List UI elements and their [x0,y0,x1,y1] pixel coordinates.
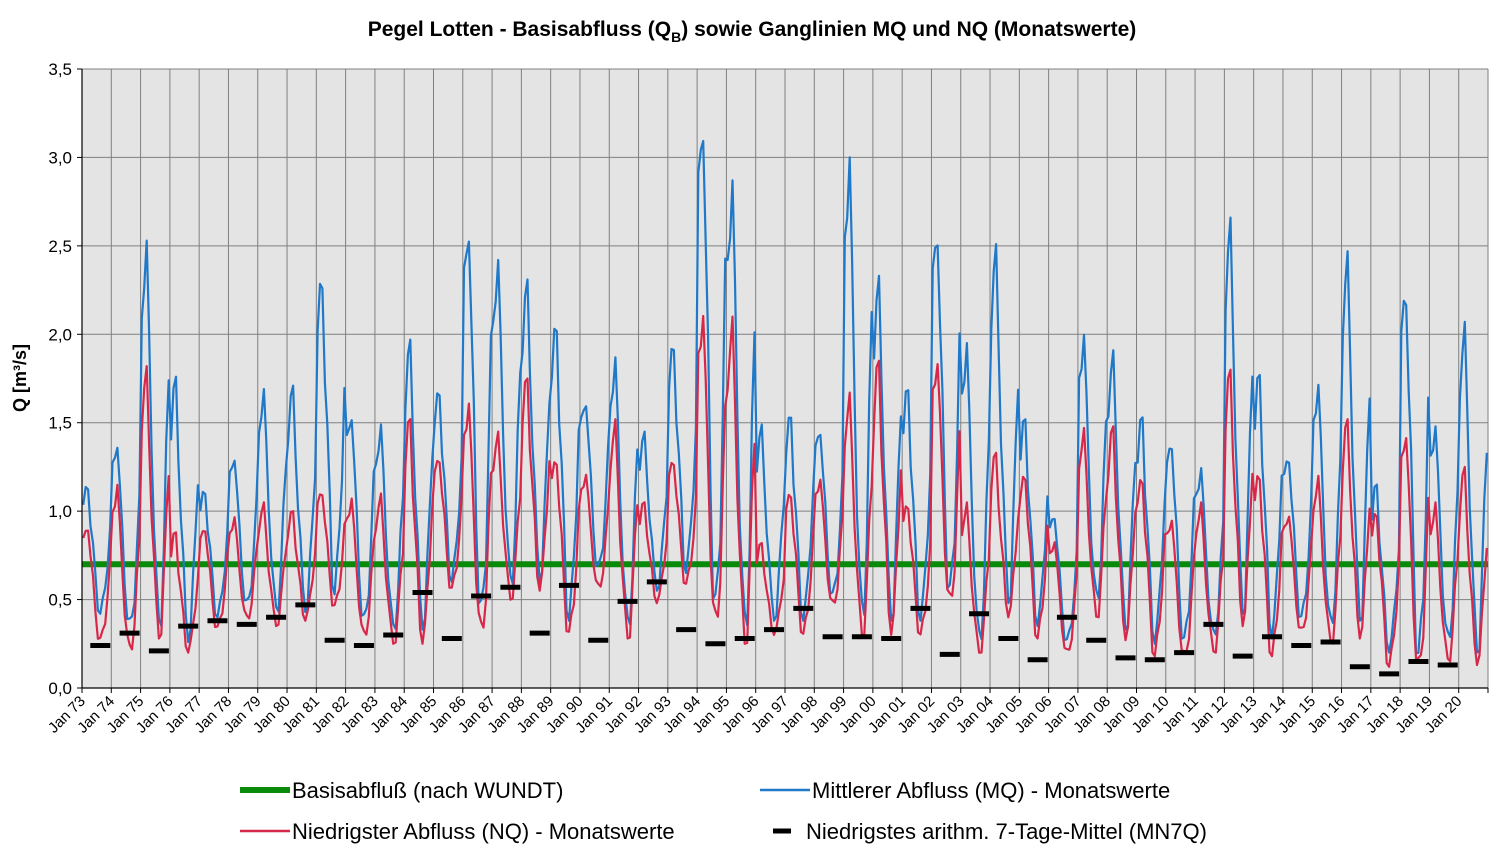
legend-label: Mittlerer Abfluss (MQ) - Monatswerte [812,778,1170,803]
y-axis-title: Q [m³/s] [10,344,30,412]
legend-label: Niedrigster Abfluss (NQ) - Monatswerte [292,819,675,844]
legend-label: Basisabfluß (nach WUNDT) [292,778,563,803]
y-tick-label: 3,5 [48,60,72,79]
y-tick-label: 0,0 [48,679,72,698]
y-tick-label: 2,5 [48,237,72,256]
title-subscript: B [671,29,681,45]
y-tick-label: 3,0 [48,148,72,167]
legend: Basisabfluß (nach WUNDT) Mittlerer Abflus… [240,778,1207,844]
series-mq-line [82,139,1488,655]
chart-title: Pegel Lotten - Basisabfluss (QB) sowie G… [368,18,1137,45]
title-part-1: Pegel Lotten - Basisabfluss (Q [368,18,671,41]
legend-label: Niedrigstes arithm. 7-Tage-Mittel (MN7Q) [806,819,1207,844]
y-tick-label: 2,0 [48,325,72,344]
series-layer [82,139,1488,677]
y-tick-labels: 0,0 0,5 1,0 1,5 2,0 2,5 3,0 3,5 [48,60,72,698]
y-tick-label: 0,5 [48,591,72,610]
y-tick-label: 1,0 [48,502,72,521]
series-nq-line [82,314,1488,668]
title-part-2: ) sowie Ganglinien MQ und NQ (Monatswert… [681,18,1136,41]
axes [77,68,1489,693]
y-tick-label: 1,5 [48,414,72,433]
